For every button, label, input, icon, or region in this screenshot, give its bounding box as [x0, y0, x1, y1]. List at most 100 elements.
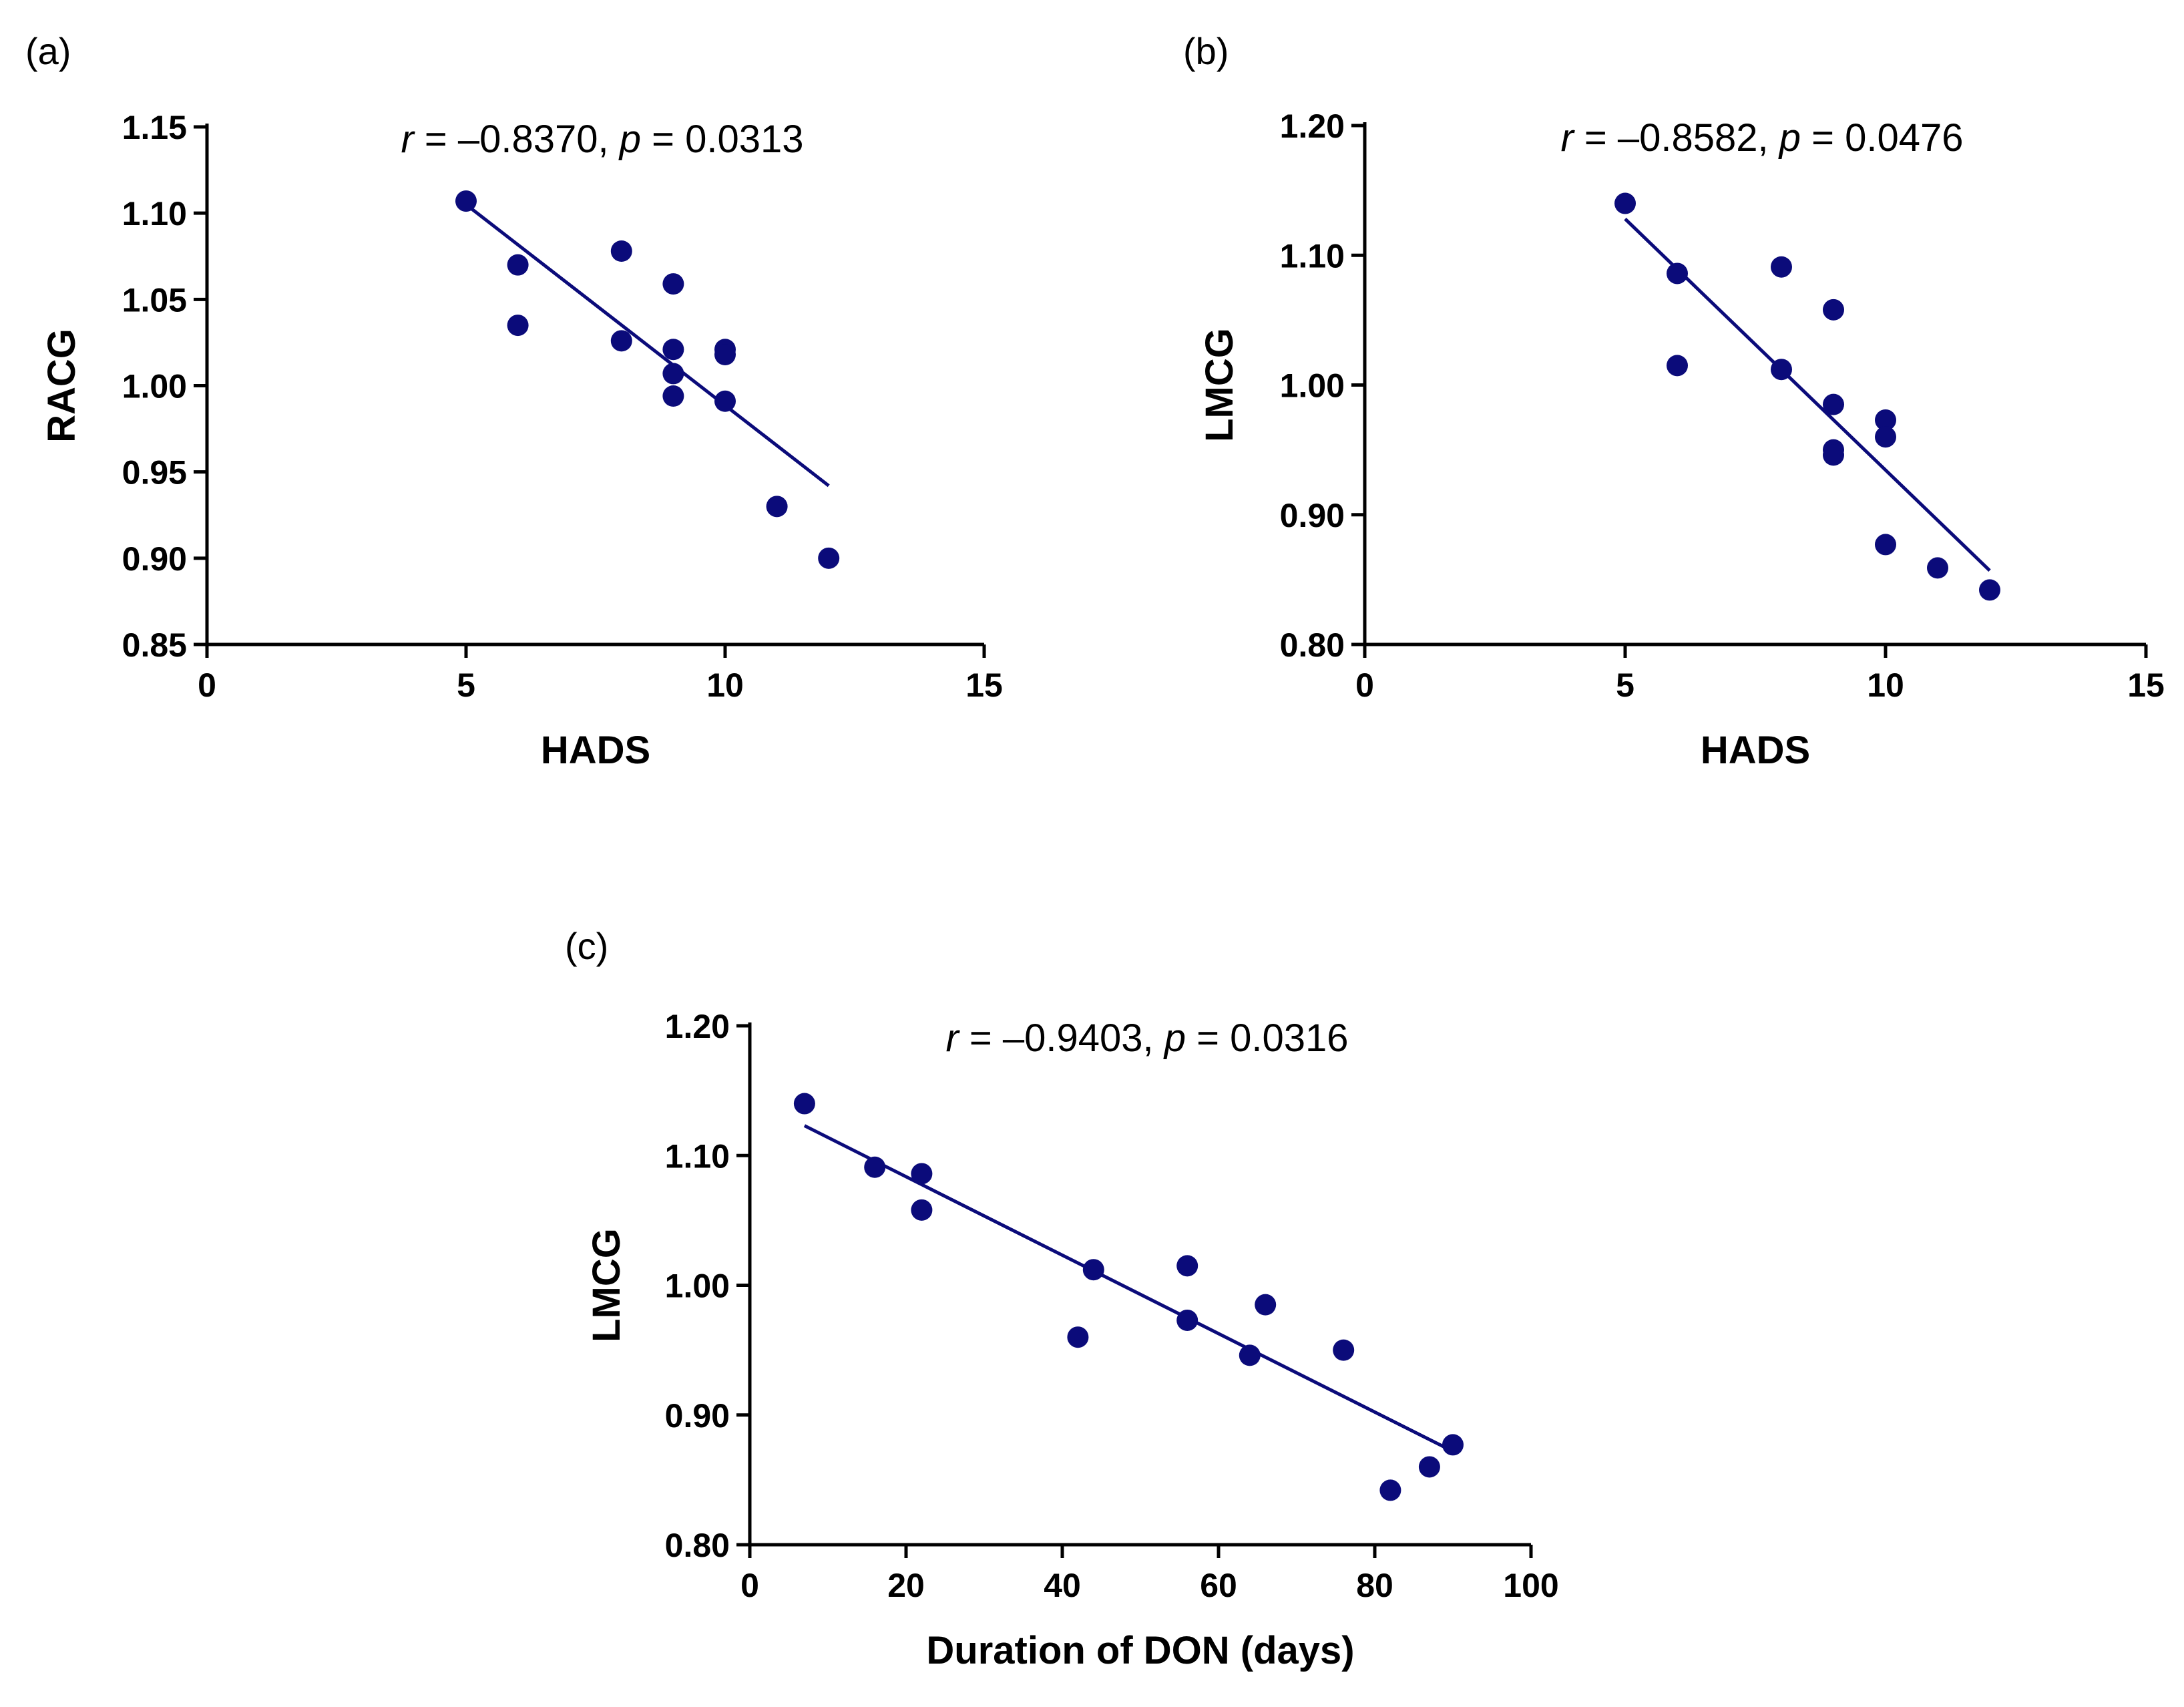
data-point	[1771, 359, 1792, 381]
data-point	[1379, 1479, 1401, 1501]
x-tick-label: 20	[887, 1567, 925, 1604]
annotation-p-symbol: p	[618, 118, 641, 161]
x-tick-label: 15	[965, 667, 1003, 704]
data-point	[1979, 579, 2000, 601]
x-tick-label: 0	[1355, 667, 1374, 704]
annotation-r-text: = –0.8370,	[414, 118, 620, 161]
data-point	[507, 315, 529, 337]
y-tick-label: 1.10	[122, 195, 187, 232]
data-point	[610, 240, 632, 262]
annotation-p-text: = 0.0476	[1801, 116, 1964, 160]
data-point	[1667, 262, 1688, 284]
y-tick-label: 1.10	[1280, 237, 1345, 274]
data-point	[1875, 426, 1896, 448]
y-tick-label: 1.10	[665, 1137, 730, 1175]
y-tick-label: 1.15	[122, 109, 187, 146]
data-point	[1442, 1434, 1464, 1456]
data-point	[662, 363, 684, 385]
annotation-r-symbol: r	[945, 1016, 960, 1060]
panel-label: (a)	[25, 30, 71, 72]
data-point	[864, 1156, 886, 1178]
x-tick-label: 100	[1503, 1567, 1558, 1604]
data-point	[507, 254, 529, 276]
regression-line	[803, 1124, 1454, 1453]
y-tick-label: 1.05	[122, 281, 187, 319]
x-tick-label: 40	[1044, 1567, 1081, 1604]
correlation-annotation: r = –0.9403, p = 0.0316	[945, 1016, 1348, 1060]
annotation-r-symbol: r	[401, 118, 415, 161]
y-tick-label: 1.00	[122, 368, 187, 405]
y-tick-label: 1.20	[665, 1008, 730, 1045]
data-point	[818, 547, 840, 569]
annotation-r-symbol: r	[1560, 116, 1575, 160]
panel-c: (c) 0.80 0.90 1.00 1.10 1.20 0 20 40 60 80 100 Durat…	[565, 925, 1559, 1672]
y-axis-title: LMCG	[585, 1228, 628, 1342]
x-tick-label: 0	[740, 1567, 759, 1604]
data-point	[1823, 393, 1844, 415]
panel-a: (a) 0.85 0.90 0.95 1.00 1.05 1.10 1.15 0 5 10 15 HAD…	[25, 30, 1003, 772]
annotation-p-symbol: p	[1778, 116, 1801, 160]
x-tick-label: 10	[1867, 667, 1904, 704]
annotation-p-symbol: p	[1163, 1016, 1186, 1060]
data-point	[911, 1199, 933, 1221]
data-point	[1823, 299, 1844, 321]
data-point	[610, 330, 632, 352]
x-axis-title: HADS	[541, 729, 650, 772]
data-point	[1418, 1456, 1440, 1478]
y-tick-label: 1.00	[665, 1268, 730, 1305]
regression-line	[465, 203, 830, 488]
data-point	[1927, 557, 1948, 579]
data-point	[1875, 534, 1896, 556]
y-axis-title: LMCG	[1198, 328, 1241, 442]
correlation-annotation: r = –0.8582, p = 0.0476	[1560, 116, 1963, 160]
correlation-annotation: r = –0.8370, p = 0.0313	[401, 118, 803, 161]
data-point	[662, 339, 684, 361]
y-tick-label: 0.80	[665, 1527, 730, 1564]
annotation-r-text: = –0.9403,	[959, 1016, 1164, 1060]
y-tick-label: 0.90	[1280, 497, 1345, 534]
data-point	[714, 390, 736, 412]
data-point	[1333, 1339, 1355, 1361]
x-tick-label: 0	[198, 667, 216, 704]
x-tick-label: 80	[1356, 1567, 1393, 1604]
data-point	[793, 1093, 815, 1115]
x-tick-label: 5	[457, 667, 475, 704]
y-tick-label: 0.90	[665, 1397, 730, 1435]
data-point	[1255, 1294, 1277, 1316]
y-axis-title: RACG	[40, 329, 83, 443]
data-point	[1667, 355, 1688, 377]
panel-b: (b) 0.80 0.90 1.00 1.10 1.20 0 5 10 15 HADS LMCG r =…	[1183, 30, 2165, 772]
x-tick-label: 5	[1616, 667, 1634, 704]
annotation-p-text: = 0.0316	[1186, 1016, 1349, 1060]
y-tick-label: 0.80	[1280, 626, 1345, 664]
y-tick-label: 0.85	[122, 626, 187, 664]
data-point	[1875, 409, 1896, 431]
y-tick-label: 1.20	[1280, 108, 1345, 145]
panel-label: (b)	[1183, 30, 1229, 72]
x-tick-label: 10	[706, 667, 744, 704]
annotation-p-text: = 0.0313	[641, 118, 804, 161]
data-point	[455, 190, 477, 212]
data-point	[1823, 444, 1844, 466]
data-point	[1082, 1259, 1104, 1281]
data-point	[662, 273, 684, 295]
y-tick-label: 1.00	[1280, 367, 1345, 405]
data-point	[662, 385, 684, 407]
data-point	[1614, 192, 1636, 214]
data-point	[1239, 1344, 1261, 1366]
annotation-r-text: = –0.8582,	[1574, 116, 1779, 160]
x-axis-title: Duration of DON (days)	[926, 1629, 1354, 1672]
x-tick-label: 15	[2127, 667, 2165, 704]
data-point	[1771, 256, 1792, 278]
data-point	[911, 1163, 933, 1185]
panel-label: (c)	[565, 925, 608, 967]
y-tick-label: 0.90	[122, 540, 187, 578]
x-axis-title: HADS	[1701, 729, 1810, 772]
data-point	[714, 344, 736, 365]
data-point	[1176, 1255, 1198, 1277]
x-tick-label: 60	[1200, 1567, 1237, 1604]
data-point	[766, 496, 788, 518]
data-point	[1067, 1326, 1089, 1348]
data-point	[1176, 1309, 1198, 1331]
